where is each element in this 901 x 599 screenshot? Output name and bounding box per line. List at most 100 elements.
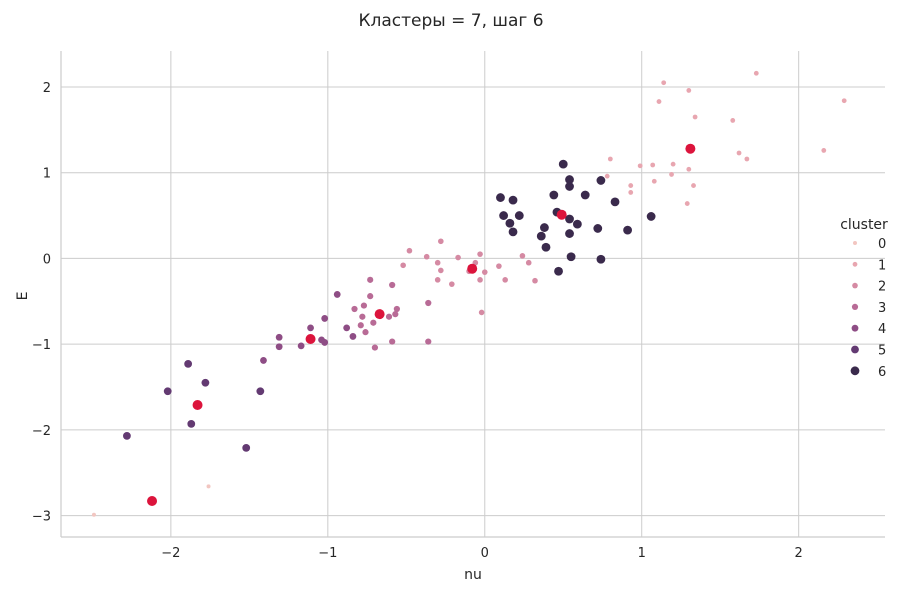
point-cluster-5 [184,359,193,368]
point-cluster-1 [753,70,759,76]
point-cluster-6 [508,195,518,205]
legend-label-2: 2 [878,280,886,295]
point-cluster-1 [670,161,676,167]
point-cluster-4 [307,324,314,332]
point-cluster-2 [477,251,483,257]
point-cluster-2 [519,253,526,259]
point-cluster-1 [686,88,692,93]
point-cluster-6 [623,225,632,235]
point-cluster-3 [357,322,364,329]
point-cluster-3 [392,311,399,318]
point-cluster-5 [201,378,210,387]
point-cluster-6 [565,182,574,191]
point-cluster-1 [692,114,698,120]
point-cluster-4 [321,315,329,322]
point-cluster-1 [661,80,667,86]
point-cluster-2 [400,262,406,269]
point-cluster-1 [628,183,634,188]
y-tick-label: 2 [43,81,51,96]
point-cluster-6 [580,190,590,200]
legend-label-1: 1 [878,258,886,273]
x-tick-label: −1 [318,546,337,561]
point-cluster-3 [359,313,366,320]
point-cluster-4 [333,291,341,298]
point-cluster-0 [206,484,211,489]
point-cluster-3 [389,281,396,289]
point-cluster-1 [607,156,613,162]
point-cluster-2 [532,277,538,284]
point-cluster-4 [343,324,351,332]
legend-marker-0 [853,241,857,245]
legend-marker-2 [852,282,858,289]
point-cluster-1 [656,99,662,104]
point-cluster-1 [650,162,656,168]
point-cluster-6 [496,193,505,202]
point-cluster-1 [744,156,750,162]
point-cluster-1 [637,163,643,169]
point-cluster-0 [91,512,96,517]
point-cluster-3 [360,302,368,309]
point-cluster-2 [423,253,430,260]
centroid-marker [147,496,158,506]
centroid-points [147,143,696,506]
axes-spines [60,51,885,538]
y-tick-label: −1 [32,338,51,353]
point-cluster-4 [321,339,329,346]
point-cluster-3 [425,338,432,345]
point-cluster-6 [596,176,606,185]
point-cluster-3 [425,299,432,307]
legend-label-6: 6 [878,365,886,380]
point-cluster-6 [554,266,563,276]
point-cluster-4 [260,357,267,364]
x-tick-labels: −2 −1 0 1 2 [161,546,803,561]
point-cluster-6 [593,224,603,233]
point-cluster-2 [455,254,461,261]
chart-title: Кластеры = 7, шаг 6 [358,11,543,31]
legend-label-4: 4 [878,322,886,337]
point-cluster-3 [362,329,369,336]
point-cluster-2 [525,259,532,266]
point-cluster-1 [669,172,674,177]
legend-label-5: 5 [878,344,886,359]
x-axis-label: nu [464,567,482,583]
point-cluster-2 [434,259,441,266]
point-cluster-3 [389,338,396,345]
point-cluster-4 [297,342,305,350]
point-cluster-1 [684,201,690,206]
point-cluster-3 [385,313,393,320]
point-cluster-6 [565,229,574,238]
point-cluster-1 [730,118,736,123]
point-cluster-6 [505,218,515,228]
point-cluster-6 [514,211,524,220]
centroid-marker [556,209,567,220]
point-cluster-2 [434,277,441,283]
centroid-marker [467,263,478,274]
y-tick-label: 1 [43,167,51,182]
point-cluster-1 [841,98,847,104]
legend-marker-6 [850,366,860,376]
point-cluster-1 [604,173,610,179]
grid [61,51,885,537]
centroid-marker [305,334,316,344]
y-tick-label: −3 [32,510,51,525]
data-points [91,70,847,517]
point-cluster-6 [540,223,549,232]
point-cluster-2 [478,309,485,316]
centroid-marker [192,400,203,410]
point-cluster-6 [565,175,574,184]
legend-label-3: 3 [878,301,886,316]
point-cluster-2 [481,269,488,275]
point-cluster-2 [477,277,483,283]
legend-marker-3 [851,303,859,310]
point-cluster-5 [256,387,265,396]
point-cluster-5 [187,419,196,428]
point-cluster-6 [499,211,509,220]
point-cluster-2 [449,281,455,287]
legend-marker-5 [851,345,859,354]
point-cluster-6 [508,227,518,237]
centroid-marker [685,143,696,154]
point-cluster-6 [572,219,582,229]
point-cluster-1 [628,190,634,195]
point-cluster-3 [371,344,379,351]
